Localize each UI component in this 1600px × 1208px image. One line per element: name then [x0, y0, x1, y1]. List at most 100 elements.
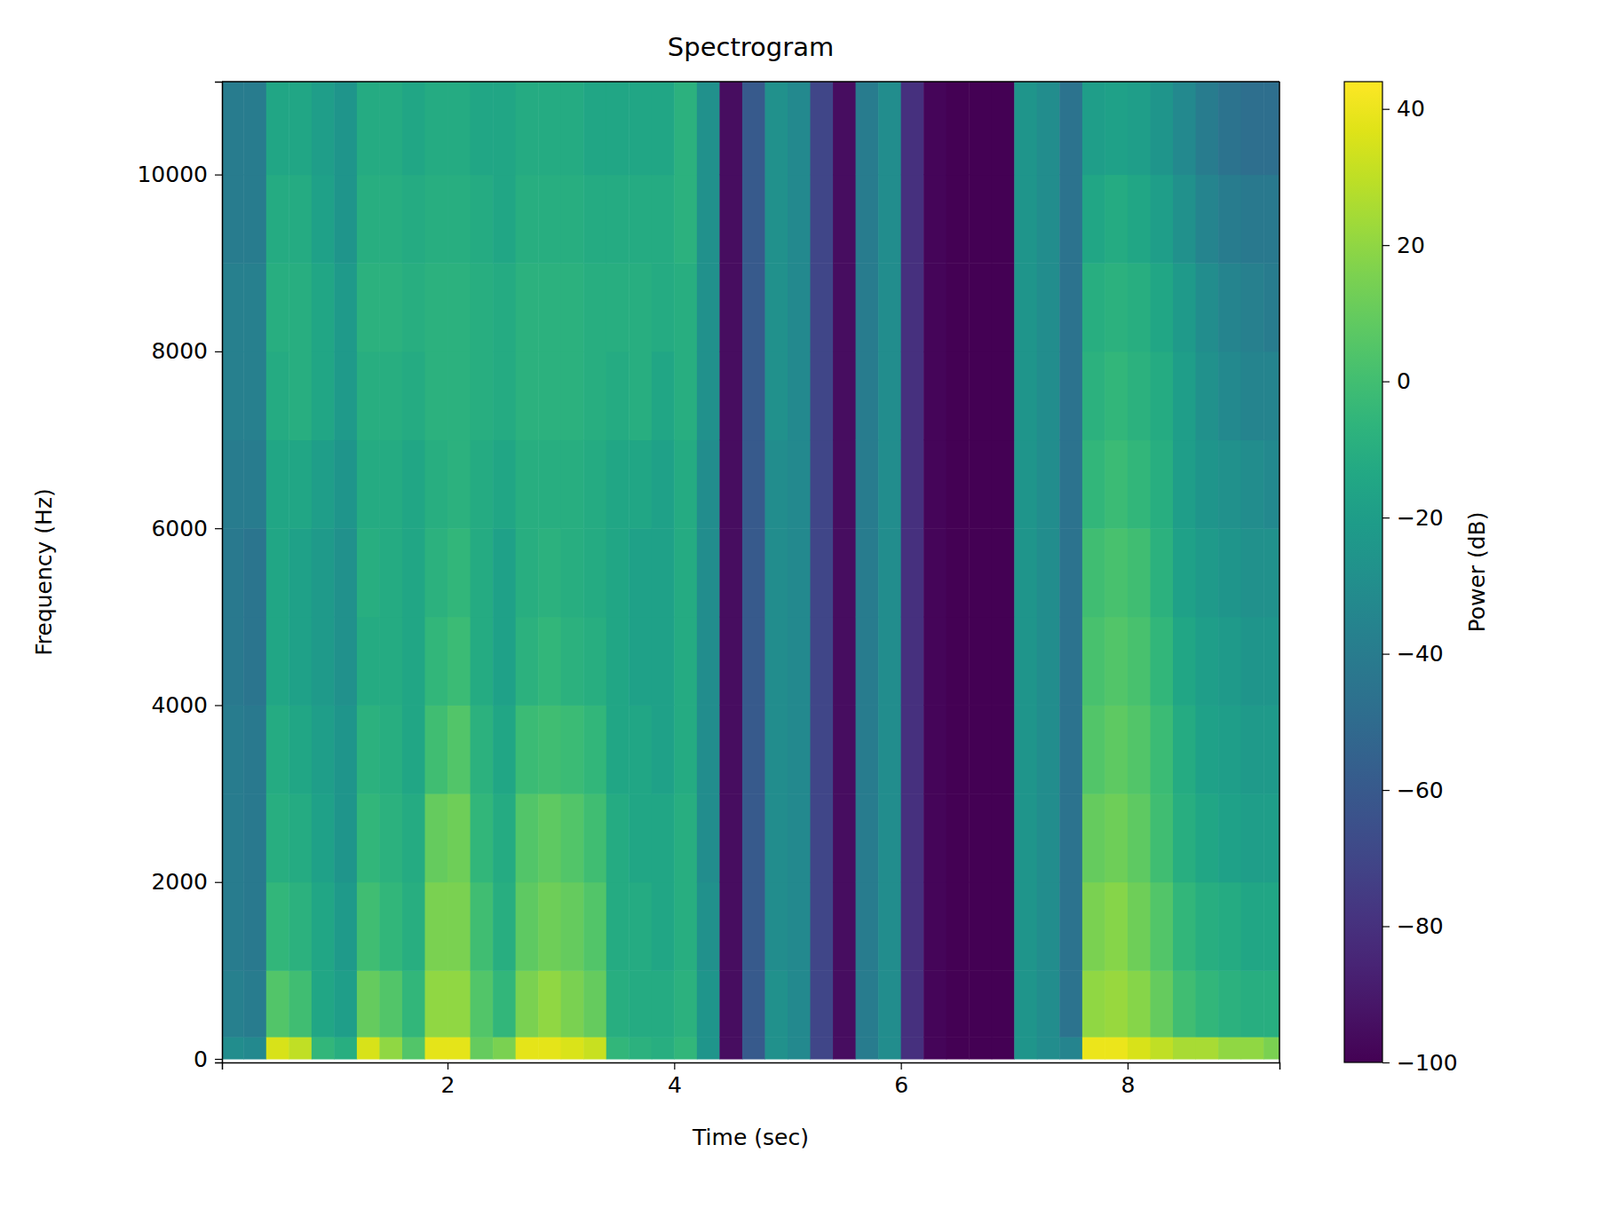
cell — [583, 351, 607, 441]
cell — [1013, 882, 1038, 972]
cell — [1263, 81, 1280, 175]
cell — [673, 262, 698, 352]
cell — [583, 528, 607, 618]
cell — [719, 617, 743, 706]
cell — [606, 528, 630, 618]
cell — [1218, 81, 1242, 175]
tick-label: 0 — [1396, 368, 1411, 395]
cell — [606, 174, 630, 264]
cell — [697, 440, 721, 530]
cell — [243, 704, 267, 794]
cell — [787, 704, 811, 794]
cell — [1037, 1037, 1061, 1060]
tick-group: 2 — [441, 1062, 456, 1099]
cell — [651, 81, 675, 175]
cell — [1172, 793, 1197, 883]
cell — [901, 262, 925, 352]
cell — [901, 81, 925, 175]
cell — [1196, 970, 1220, 1038]
cell — [606, 704, 630, 794]
cell — [221, 1037, 245, 1060]
cell — [946, 1037, 970, 1060]
tick-group: −60 — [1382, 777, 1444, 804]
cell — [311, 793, 335, 883]
cell — [878, 617, 902, 706]
cell — [1037, 81, 1061, 175]
cell — [470, 970, 494, 1038]
cell — [1127, 440, 1151, 530]
tick — [1382, 381, 1390, 383]
cell — [878, 174, 902, 264]
cell — [266, 617, 290, 706]
cell — [1149, 81, 1173, 175]
cell — [742, 81, 766, 175]
tick-label: −40 — [1396, 641, 1444, 667]
cell — [787, 262, 811, 352]
cell — [492, 970, 516, 1038]
cell — [1013, 262, 1038, 352]
cell — [583, 440, 607, 530]
cell — [515, 970, 539, 1038]
cell — [810, 174, 834, 264]
cell — [946, 704, 970, 794]
cell — [1218, 1037, 1242, 1060]
cell — [1037, 440, 1061, 530]
cell — [333, 528, 357, 618]
cell — [243, 882, 267, 972]
cell — [492, 617, 516, 706]
cell — [515, 262, 539, 352]
cell — [832, 351, 856, 441]
cell — [946, 174, 970, 264]
cell — [628, 704, 652, 794]
cell — [628, 440, 652, 530]
cell — [1218, 351, 1242, 441]
cell — [810, 440, 834, 530]
cell — [697, 174, 721, 264]
cell — [1241, 793, 1265, 883]
cell — [470, 793, 494, 883]
cell — [810, 970, 834, 1038]
cell — [266, 1037, 290, 1060]
cell — [1172, 1037, 1197, 1060]
cell — [266, 351, 290, 441]
cell — [1037, 882, 1061, 972]
cell — [697, 617, 721, 706]
tick-label: 6000 — [150, 515, 208, 542]
cell — [1149, 793, 1173, 883]
tick-group: 0 — [1382, 368, 1411, 395]
cell — [538, 882, 562, 972]
cell — [470, 351, 494, 441]
cell — [447, 351, 471, 441]
cell — [356, 1037, 381, 1060]
cell — [538, 81, 562, 175]
tick-group: 40 — [1382, 95, 1426, 122]
cell — [878, 1037, 902, 1060]
cell — [538, 793, 562, 883]
cell — [1127, 617, 1151, 706]
cell — [719, 81, 743, 175]
cell — [288, 440, 312, 530]
cell — [946, 793, 970, 883]
tick-group: −20 — [1382, 505, 1444, 531]
y-axis-title: Frequency (Hz) — [31, 488, 57, 657]
cell — [1241, 882, 1265, 972]
cell — [923, 704, 947, 794]
cell — [561, 1037, 585, 1060]
cell — [968, 793, 992, 883]
cell — [719, 1037, 743, 1060]
cell — [719, 351, 743, 441]
cell — [288, 81, 312, 175]
cell — [1013, 617, 1038, 706]
cell — [764, 793, 788, 883]
cell — [810, 882, 834, 972]
cell — [1196, 440, 1220, 530]
tick-group: 8 — [1120, 1062, 1135, 1099]
cell — [561, 793, 585, 883]
cell — [1082, 970, 1106, 1038]
cell — [424, 882, 448, 972]
cell — [266, 793, 290, 883]
cell — [923, 351, 947, 441]
cell — [628, 351, 652, 441]
tick-label: 8 — [1120, 1072, 1135, 1099]
cell — [515, 793, 539, 883]
